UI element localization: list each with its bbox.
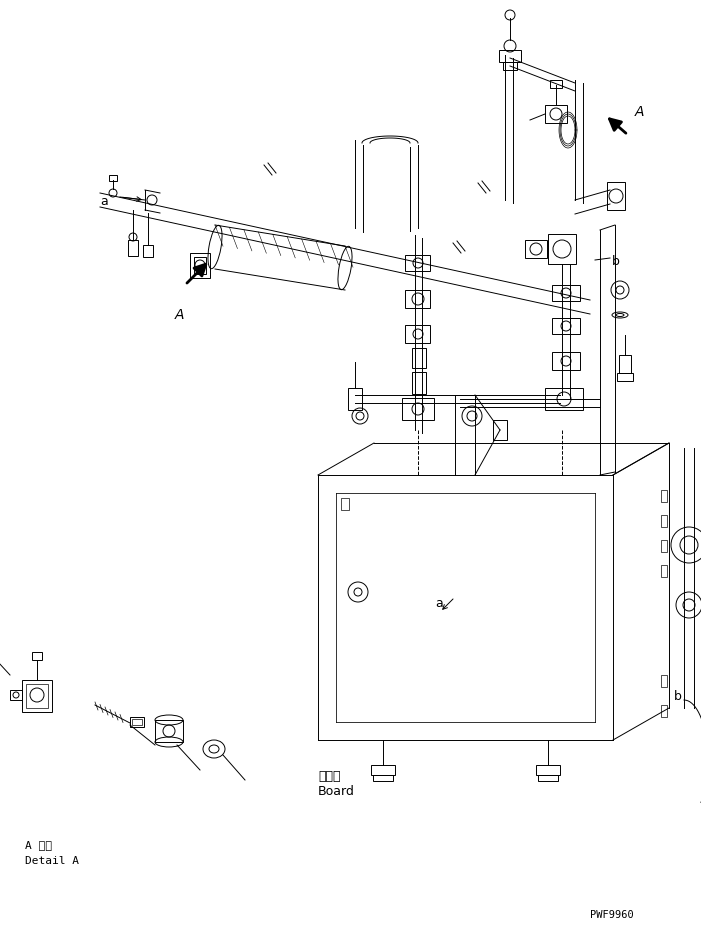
Bar [493,420,507,440]
Bar [499,50,521,62]
Text: PWF9960: PWF9960 [590,910,634,920]
Text: b: b [612,255,620,268]
Bar [128,240,138,256]
Text: Board: Board [318,785,355,798]
Text: Detail A: Detail A [25,856,79,866]
Bar [552,285,580,301]
Text: A: A [635,105,644,119]
Bar [661,675,667,687]
Bar [132,719,142,725]
Bar [661,515,667,527]
Bar [661,540,667,552]
Bar [341,498,349,510]
Bar [130,717,144,727]
Bar [552,352,580,370]
Bar [32,652,42,660]
Bar [405,290,430,308]
Bar [373,775,393,781]
Text: A 詳細: A 詳細 [25,840,52,850]
Text: ボード: ボード [318,770,341,783]
Bar [109,175,117,181]
Bar [155,720,183,742]
Bar [550,80,562,88]
Bar [545,105,567,123]
Bar [405,255,430,271]
Bar [552,318,580,334]
Bar [402,398,434,420]
Text: a: a [100,195,108,208]
Bar [619,355,631,373]
Bar [405,325,430,343]
Bar [536,765,560,775]
Text: a: a [435,597,443,610]
Bar [548,234,576,264]
Bar [371,765,395,775]
Bar [10,690,22,700]
Bar [661,490,667,502]
Bar [661,705,667,717]
Bar [661,565,667,577]
Bar [545,388,583,410]
Bar [26,684,48,708]
Bar [22,680,52,712]
Bar [617,373,633,381]
Bar [412,372,426,394]
Bar [538,775,558,781]
Bar [525,240,547,258]
Text: A: A [175,308,184,322]
Bar [607,182,625,210]
Bar [412,348,426,368]
Bar [503,62,517,70]
Bar [190,253,210,278]
Text: b: b [674,690,682,703]
Bar [194,257,206,274]
Bar [143,245,153,257]
Bar [348,388,362,410]
